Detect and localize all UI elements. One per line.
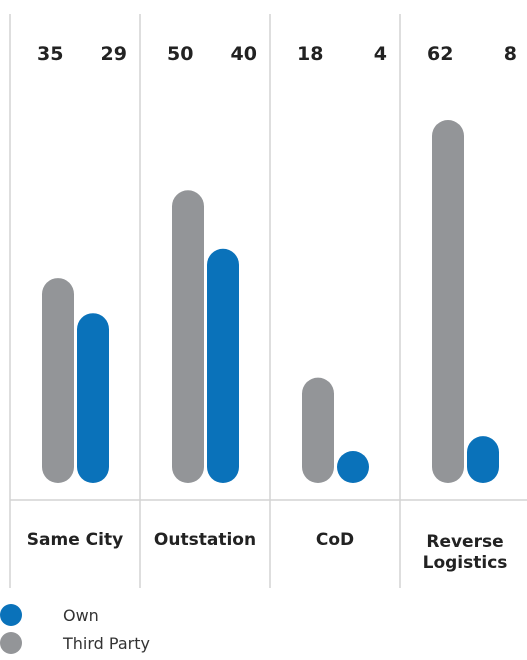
- bar-third-party: [302, 377, 334, 483]
- bar-third-party: [42, 278, 74, 483]
- bar-third-party: [172, 190, 204, 484]
- bar-own: [337, 451, 369, 483]
- category-label: Outstation: [154, 530, 256, 550]
- legend-swatch-own: [0, 604, 22, 626]
- bar-own: [467, 436, 499, 483]
- legend-label-third-party: Third Party: [63, 634, 150, 653]
- value-label: 62: [427, 43, 453, 65]
- category-label: Same City: [27, 530, 123, 550]
- value-label: 50: [167, 43, 193, 65]
- bar-own: [77, 313, 109, 483]
- value-label: 18: [297, 43, 323, 65]
- category-label: Logistics: [423, 553, 508, 573]
- category-label: CoD: [316, 530, 354, 550]
- value-label: 4: [374, 43, 387, 65]
- value-label: 35: [37, 43, 63, 65]
- value-label: 40: [231, 43, 257, 65]
- value-label: 29: [101, 43, 127, 65]
- bar-own: [207, 248, 239, 483]
- value-label: 8: [504, 43, 517, 65]
- grouped-bar-chart: 35 29 Same City 50 40 Outstation 18 4 CoD 62 8 Reve…: [9, 14, 527, 588]
- category-label: Reverse: [426, 532, 503, 552]
- legend-swatch-third-party: [0, 632, 22, 654]
- bar-third-party: [432, 120, 464, 483]
- legend-label-own: Own: [63, 606, 99, 625]
